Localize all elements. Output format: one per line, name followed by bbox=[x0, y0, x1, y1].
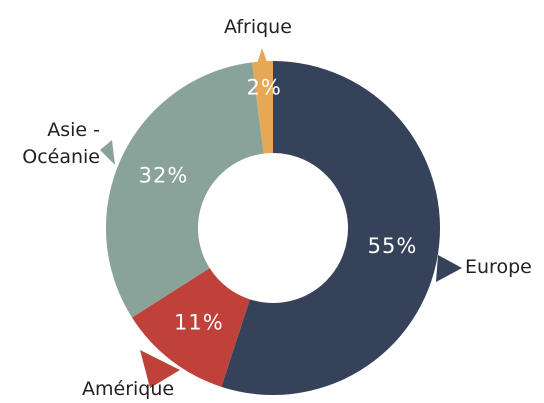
donut-segment bbox=[105, 62, 264, 318]
pointer bbox=[140, 350, 180, 388]
donut-segment bbox=[252, 61, 273, 154]
pointer bbox=[100, 140, 115, 165]
category-label: Europe bbox=[465, 256, 532, 278]
category-label: Afrique bbox=[224, 16, 292, 38]
value-label: 2% bbox=[247, 75, 282, 99]
pointer bbox=[436, 255, 462, 282]
category-label: Asie - Océanie bbox=[22, 119, 100, 168]
value-label: 11% bbox=[174, 311, 224, 335]
category-label: Amérique bbox=[82, 378, 175, 400]
value-label: 55% bbox=[368, 234, 418, 258]
value-label: 32% bbox=[139, 163, 189, 187]
donut-segment bbox=[221, 61, 440, 395]
donut-segment bbox=[131, 268, 250, 387]
